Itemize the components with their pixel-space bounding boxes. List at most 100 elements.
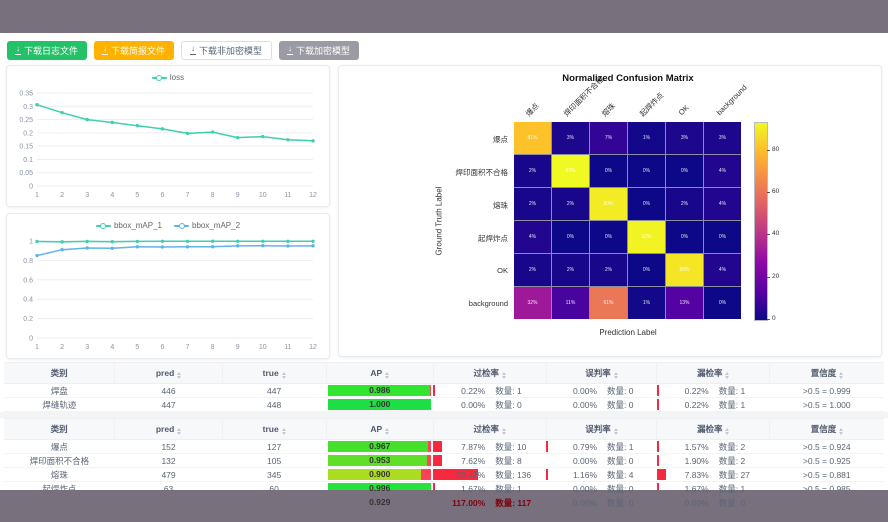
ap-cell: 0.986: [326, 383, 434, 398]
column-header-true[interactable]: true: [222, 418, 327, 440]
legend-item-bbox_mAP_2[interactable]: bbox_mAP_2: [174, 221, 240, 230]
ap-bar: [328, 469, 422, 480]
matrix-cell-value: 11%: [565, 300, 576, 306]
svg-text:1: 1: [35, 192, 39, 199]
rate-percent: 0.00%: [572, 385, 598, 396]
rate-bar: [546, 469, 549, 480]
matrix-row-label: 爆点: [493, 134, 508, 144]
column-header-miss[interactable]: 漏检率: [656, 418, 771, 440]
rate-cell: 1.90% 数量: 2: [656, 454, 770, 467]
svg-text:5: 5: [135, 192, 139, 199]
matrix-cell: 2%: [552, 188, 589, 220]
matrix-cell-value: 0%: [680, 168, 689, 174]
over-rate-cell: 39.42% 数量: 136: [433, 467, 547, 482]
svg-text:0.6: 0.6: [23, 277, 33, 284]
download-log-label: 下载日志文件: [24, 45, 79, 56]
confusion-matrix-ylabel: Ground Truth Label: [434, 186, 444, 256]
column-header-over[interactable]: 过检率: [433, 362, 547, 384]
pred-cell: 446: [114, 383, 223, 398]
column-header-ap[interactable]: AP: [326, 362, 434, 384]
mis-rate-cell: 1.16% 数量: 4: [546, 467, 657, 482]
column-header-true[interactable]: true: [222, 362, 327, 384]
rate-cell: 7.83% 数量: 27: [656, 468, 770, 481]
column-header-pred[interactable]: pred: [114, 418, 223, 440]
rate-percent: 39.42%: [456, 469, 486, 480]
rate-bar: [433, 441, 443, 452]
rate-percent: 7.62%: [461, 455, 486, 466]
matrix-cell: 0%: [666, 221, 703, 253]
ap-cell: 0.929: [326, 495, 434, 510]
table-row: 焊印面积不合格 132 105 0.953 7.62% 数量: 8 0.00% 数量: 0 1.…: [4, 453, 884, 468]
rate-count: 数量: 1: [718, 399, 746, 410]
rate-cell: 7.87% 数量: 10: [433, 440, 546, 453]
column-header-label: 漏检率: [696, 368, 723, 378]
matrix-cell-value: 90%: [603, 201, 614, 207]
matrix-cell-value: 3%: [680, 135, 689, 141]
matrix-cell: 0%: [704, 221, 741, 253]
matrix-cell-value: 0%: [718, 300, 727, 306]
svg-text:3: 3: [85, 344, 89, 351]
ap-bar-track: 0.953: [328, 455, 432, 466]
matrix-cell-value: 2%: [566, 267, 575, 273]
matrix-cell: 0%: [590, 221, 627, 253]
column-header-miss[interactable]: 漏检率: [656, 362, 771, 384]
rate-count: 数量: 0: [607, 497, 634, 508]
ap-bar-track: 0.929: [328, 497, 432, 508]
column-header-mis[interactable]: 误判率: [546, 362, 658, 384]
sort-caret-icon: [613, 428, 618, 435]
column-header-conf[interactable]: 置信度: [769, 418, 884, 440]
column-header-label: 置信度: [810, 368, 837, 378]
confusion-matrix-xlabel: Prediction Label: [599, 328, 657, 337]
rate-cell: 0.22% 数量: 1: [433, 384, 546, 397]
colorbar-tick-label: 0: [767, 315, 776, 322]
ap-bar-track: 0.996: [328, 483, 432, 494]
ap-remainder-bar: [426, 455, 432, 466]
svg-text:2: 2: [60, 344, 64, 351]
column-header-ap[interactable]: AP: [326, 418, 434, 440]
matrix-row-label: 起焊炸点: [478, 233, 508, 243]
rate-cell: 1.57% 数量: 2: [656, 440, 770, 453]
loss-chart-legend[interactable]: loss: [7, 66, 329, 85]
colorbar-tick-label: 60: [766, 187, 780, 195]
rate-percent: 0.00%: [572, 455, 598, 466]
legend-item-bbox_mAP_1[interactable]: bbox_mAP_1: [95, 221, 162, 230]
download-log-button[interactable]: ↓ 下载日志文件: [7, 40, 88, 60]
rate-cell: 117.00% 数量: 117: [433, 496, 547, 509]
download-encrypted-model-button[interactable]: ↓ 下载加密模型: [279, 40, 360, 60]
svg-text:0.2: 0.2: [23, 130, 33, 137]
matrix-cell: 92%: [628, 221, 665, 253]
matrix-cell-value: 1%: [642, 300, 651, 306]
map-chart-legend[interactable]: bbox_mAP_1 bbox_mAP_2: [7, 214, 329, 233]
legend-label: bbox_mAP_2: [192, 221, 241, 230]
matrix-cell-value: 0%: [642, 201, 651, 207]
true-cell: 345: [222, 467, 327, 482]
matrix-cell: 93%: [552, 155, 589, 187]
legend-marker-icon: [174, 222, 189, 229]
rate-count: 数量: 27: [718, 469, 750, 480]
rate-count: 数量: 136: [495, 469, 532, 480]
rate-cell: 39.42% 数量: 136: [433, 468, 546, 481]
matrix-cell: 0%: [628, 188, 665, 220]
download-unencrypted-model-button[interactable]: ↓ 下载非加密模型: [181, 40, 273, 60]
column-header-conf[interactable]: 置信度: [769, 362, 884, 384]
legend-item-loss[interactable]: loss: [151, 73, 184, 82]
svg-text:0.15: 0.15: [19, 144, 33, 151]
column-header-over[interactable]: 过检率: [433, 418, 547, 440]
column-header-mis[interactable]: 误判率: [546, 418, 658, 440]
column-header-pred[interactable]: pred: [114, 362, 223, 384]
matrix-column-label: 爆点: [523, 101, 541, 119]
download-report-button[interactable]: ↓ 下载简报文件: [94, 40, 175, 60]
matrix-row-label: OK: [497, 265, 508, 275]
rate-count: 数量: 0: [607, 483, 634, 494]
confidence-cell: >0.5 = 0.999: [769, 383, 884, 398]
matrix-cell-value: 32%: [527, 300, 538, 306]
column-header-label: 误判率: [585, 368, 611, 378]
legend-marker-icon: [151, 74, 167, 81]
rate-count: 数量: 1: [607, 441, 634, 452]
matrix-cell: 89%: [666, 254, 703, 286]
matrix-cell: 61%: [590, 287, 627, 319]
sort-caret-icon: [839, 428, 844, 435]
left-chart-column: loss 0 0.05 0.1 0.15 0.2 0.25 0.3 0.35 1 2 3 4 5 6 7 8 9…: [6, 65, 330, 359]
matrix-cell-value: 4%: [528, 234, 537, 240]
rate-bar: [433, 385, 436, 396]
